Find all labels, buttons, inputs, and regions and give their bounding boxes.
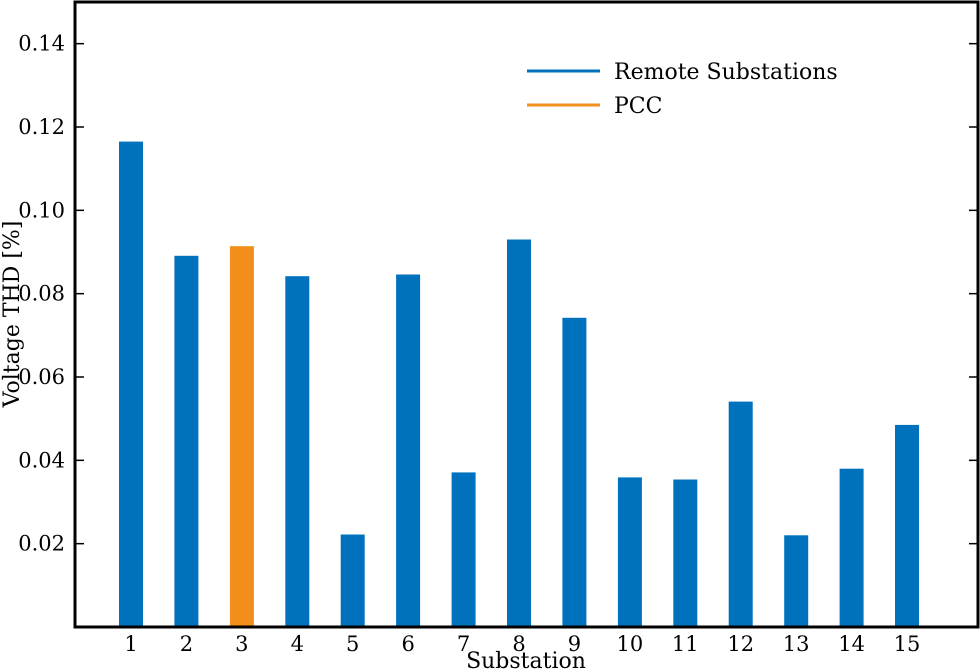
bar-substation-14 <box>839 468 864 627</box>
legend-label-remote-substations: Remote Substations <box>614 60 838 85</box>
bar-substation-12 <box>728 401 753 627</box>
y-tick-label: 0.14 <box>18 32 65 56</box>
y-tick-label: 0.02 <box>18 532 65 556</box>
x-tick-label: 4 <box>291 632 304 656</box>
bar-series <box>119 141 919 628</box>
x-tick-label: 8 <box>512 632 525 656</box>
plot-frame <box>73 0 980 629</box>
bar-substation-11 <box>673 479 698 627</box>
x-axis-title: Substation <box>466 649 586 670</box>
x-tick-label: 9 <box>568 632 581 656</box>
x-tick-label: 1 <box>124 632 137 656</box>
x-tick-label: 7 <box>457 632 470 656</box>
x-tick-label: 2 <box>180 632 193 656</box>
bar-substation-10 <box>617 477 642 627</box>
bar-substation-3 <box>229 246 254 627</box>
legend: Remote Substations PCC <box>527 60 838 119</box>
x-tick-label: 10 <box>617 632 644 656</box>
bar-substation-8 <box>507 239 531 627</box>
x-tick-label: 15 <box>894 632 921 656</box>
x-tick-label: 11 <box>672 632 699 656</box>
x-tick-label: 13 <box>783 632 810 656</box>
y-axis-ticks: 0.02 0.04 0.06 0.08 0.10 0.12 0.14 <box>18 32 978 556</box>
y-tick-label: 0.10 <box>18 198 65 222</box>
x-tick-label: 6 <box>401 632 414 656</box>
x-tick-label: 5 <box>346 632 359 656</box>
y-axis-title: Voltage THD [%] <box>0 221 25 409</box>
y-tick-label: 0.04 <box>18 448 65 472</box>
bar-substation-9 <box>562 317 587 627</box>
bar-substation-4 <box>285 276 310 627</box>
bar-substation-1 <box>119 141 143 627</box>
bar-substation-6 <box>396 274 421 627</box>
y-tick-label: 0.06 <box>18 365 65 389</box>
bar-substation-13 <box>784 535 809 627</box>
bar-substation-2 <box>174 255 199 628</box>
y-tick-label: 0.12 <box>18 115 65 139</box>
x-tick-label: 3 <box>235 632 248 656</box>
bar-substation-7 <box>451 472 476 627</box>
bar-substation-5 <box>340 534 365 627</box>
x-tick-label: 14 <box>838 632 865 656</box>
x-tick-label: 12 <box>727 632 754 656</box>
legend-label-pcc: PCC <box>614 94 662 119</box>
bar-substation-15 <box>895 424 919 627</box>
y-tick-label: 0.08 <box>18 282 65 306</box>
